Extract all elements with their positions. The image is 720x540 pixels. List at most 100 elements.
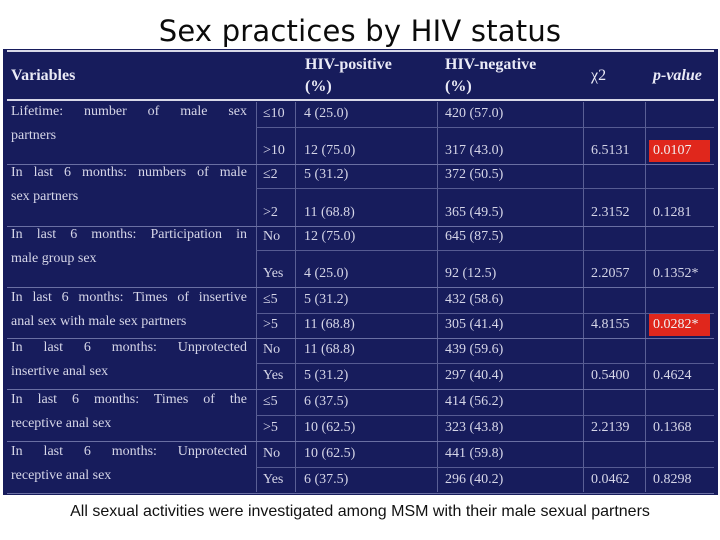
hiv-positive-cell: 6 (37.5) [304,394,349,409]
significant-highlight [649,314,710,336]
data-table: Variables HIV-positive (%) HIV-negative … [3,49,718,495]
header-variables: Variables [11,67,76,84]
significant-highlight [649,140,710,162]
group-rule [7,287,714,288]
p-value-cell: 0.0282* [653,317,699,332]
category-cell: No [263,446,281,461]
header-p-value: p-value [653,67,702,84]
hiv-positive-cell: 10 (62.5) [304,420,356,435]
variable-label-line2: receptive anal sex [11,468,112,483]
hiv-negative-cell: 323 (43.8) [445,420,504,435]
category-cell: No [263,342,281,357]
row-rule [256,250,714,251]
variable-label-line1: In last 6 months: Times of the [11,392,247,407]
column-separator [256,102,257,492]
chi-square-cell: 4.8155 [591,317,630,332]
header-hiv-negative: HIV-negative [445,56,537,73]
slide-title: Sex practices by HIV status [158,14,562,48]
hiv-negative-cell: 317 (43.0) [445,143,504,158]
column-separator [295,102,296,492]
chi-square-cell: 0.0462 [591,472,630,487]
row-rule [256,467,714,468]
column-separator [437,102,438,492]
chi-square-cell: 6.5131 [591,143,630,158]
header-chi-square: χ2 [591,67,607,84]
hiv-negative-cell: 420 (57.0) [445,106,504,121]
hiv-negative-cell: 305 (41.4) [445,317,504,332]
hiv-positive-cell: 4 (25.0) [304,106,349,121]
hiv-negative-cell: 92 (12.5) [445,266,497,281]
group-rule [7,441,714,442]
header-hiv-negative-unit: (%) [445,78,472,95]
hiv-negative-cell: 414 (56.2) [445,394,504,409]
hiv-negative-cell: 645 (87.5) [445,229,504,244]
category-cell: ≤5 [263,394,278,409]
category-cell: >2 [263,205,278,220]
variable-label-line1: In last 6 months: Unprotected [11,340,247,355]
hiv-positive-cell: 5 (31.2) [304,167,349,182]
variable-label-line2: insertive anal sex [11,364,109,379]
hiv-positive-cell: 12 (75.0) [304,143,356,158]
category-cell: ≤2 [263,167,278,182]
hiv-negative-cell: 439 (59.6) [445,342,504,357]
hiv-positive-cell: 10 (62.5) [304,446,356,461]
variable-label-line2: male group sex [11,251,97,266]
chi-square-cell: 0.5400 [591,368,630,383]
category-cell: ≤10 [263,106,285,121]
footnote: All sexual activities were investigated … [70,503,650,520]
variable-label-line2: partners [11,128,57,143]
header-hiv-positive: HIV-positive [305,56,392,73]
category-cell: Yes [263,266,284,281]
hiv-negative-cell: 441 (59.8) [445,446,504,461]
p-value-cell: 0.0107 [653,143,692,158]
hiv-positive-cell: 4 (25.0) [304,266,349,281]
hiv-positive-cell: 11 (68.8) [304,205,355,220]
hiv-negative-cell: 365 (49.5) [445,205,504,220]
p-value-cell: 0.1368 [653,420,692,435]
group-rule [7,338,714,339]
variable-label-line1: In last 6 months: Participation in [11,227,247,242]
p-value-cell: 0.1352* [653,266,699,281]
category-cell: Yes [263,472,284,487]
column-separator [583,102,584,492]
chi-square-cell: 2.2057 [591,266,630,281]
row-rule [256,127,714,128]
variable-label-line1: In last 6 months: Unprotected [11,444,247,459]
p-value-cell: 0.1281 [653,205,692,220]
variable-label-line1: Lifetime: number of male sex [11,104,247,119]
group-rule [7,164,714,165]
category-cell: >5 [263,317,278,332]
category-cell: >5 [263,420,278,435]
hiv-negative-cell: 296 (40.2) [445,472,504,487]
variable-label-line2: receptive anal sex [11,416,112,431]
hiv-positive-cell: 12 (75.0) [304,229,356,244]
category-cell: ≤5 [263,292,278,307]
category-cell: >10 [263,143,285,158]
chi-square-cell: 2.2139 [591,420,630,435]
hiv-positive-cell: 5 (31.2) [304,292,349,307]
variable-label-line2: sex partners [11,189,79,204]
hiv-negative-cell: 297 (40.4) [445,368,504,383]
chi-square-cell: 2.3152 [591,205,630,220]
category-cell: No [263,229,281,244]
hiv-negative-cell: 432 (58.6) [445,292,504,307]
header-hiv-positive-unit: (%) [305,78,332,95]
hiv-positive-cell: 6 (37.5) [304,472,349,487]
header-bottom-rule [7,99,714,101]
category-cell: Yes [263,368,284,383]
group-rule [7,493,714,494]
group-rule [7,226,714,227]
row-rule [256,415,714,416]
hiv-positive-cell: 5 (31.2) [304,368,349,383]
row-rule [256,313,714,314]
p-value-cell: 0.4624 [653,368,692,383]
hiv-positive-cell: 11 (68.8) [304,317,355,332]
group-rule [7,389,714,390]
row-rule [256,188,714,189]
variable-label-line2: anal sex with male sex partners [11,314,187,329]
p-value-cell: 0.8298 [653,472,692,487]
variable-label-line1: In last 6 months: Times of insertive [11,290,247,305]
hiv-negative-cell: 372 (50.5) [445,167,504,182]
header-top-rule [7,50,714,52]
variable-label-line1: In last 6 months: numbers of male [11,165,247,180]
